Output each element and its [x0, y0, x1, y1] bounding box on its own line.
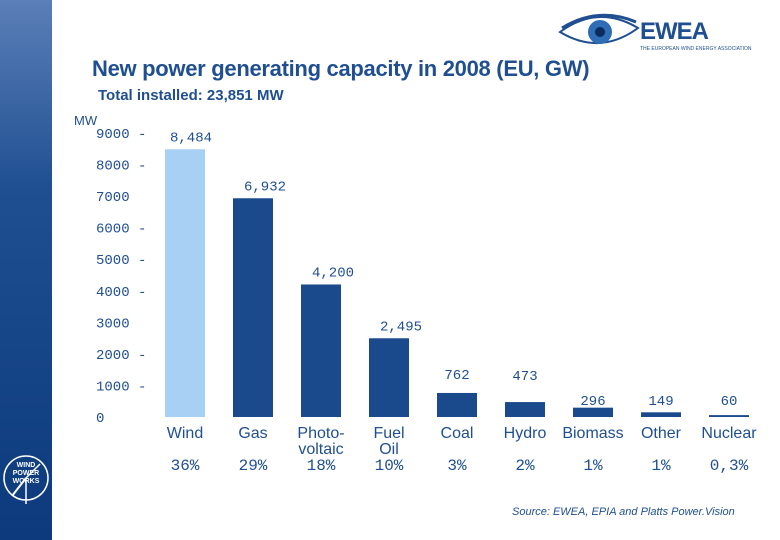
- chart-subtitle: Total installed: 23,851 MW: [98, 87, 284, 104]
- bar-fueloil: [369, 338, 409, 417]
- bar-value-label: 8,484: [170, 130, 212, 146]
- ewea-logo-subtitle: THE EUROPEAN WIND ENERGY ASSOCIATION: [640, 46, 752, 52]
- eye-logo-icon: [558, 13, 640, 44]
- ewea-brand: EWEA THE EUROPEAN WIND ENERGY ASSOCIATIO…: [556, 6, 780, 66]
- y-tick-label: 3000: [96, 316, 130, 332]
- bar-value-label: 296: [580, 394, 605, 410]
- share-label: 10%: [375, 457, 404, 475]
- category-label: Oil: [379, 441, 399, 458]
- y-tick-label: 1000 -: [96, 379, 146, 395]
- bar-value-label: 60: [721, 394, 738, 410]
- logo-line-power: POWER: [12, 470, 40, 477]
- bar-value-label: 762: [444, 368, 469, 384]
- wind-power-works-logo-icon: [3, 455, 49, 504]
- share-label: 1%: [651, 457, 671, 475]
- category-label: Photo-: [297, 425, 344, 442]
- bar-gas: [233, 198, 273, 417]
- y-axis-label: MW: [74, 113, 98, 128]
- bar-value-label: 2,495: [380, 319, 422, 335]
- y-tick-label: 4000 -: [96, 285, 146, 301]
- source-note: Source: EWEA, EPIA and Platts Power.Visi…: [512, 506, 735, 518]
- bar-hydro: [505, 402, 545, 417]
- category-label: Nuclear: [701, 425, 757, 442]
- share-label: 0,3%: [710, 457, 749, 475]
- bar-photovoltaic: [301, 284, 341, 417]
- share-label: 3%: [447, 457, 467, 475]
- bar-value-label: 6,932: [244, 179, 286, 195]
- logo-line-works: WORKS: [12, 478, 40, 485]
- share-label: 18%: [307, 457, 336, 475]
- chart-title: New power generating capacity in 2008 (E…: [92, 56, 590, 81]
- logo-line-wind: WIND: [16, 462, 36, 469]
- bar-coal: [437, 392, 477, 417]
- category-label: Wind: [167, 425, 203, 442]
- y-tick-label: 9000 -: [96, 127, 146, 143]
- category-label: Biomass: [562, 425, 623, 442]
- bar-biomass: [573, 407, 613, 417]
- sidebar-band: WIND POWER WORKS: [0, 0, 52, 540]
- bar-wind: [165, 149, 205, 418]
- y-tick-label: 2000 -: [96, 348, 146, 364]
- bar-other: [641, 412, 681, 417]
- category-label: voltaic: [298, 441, 343, 458]
- category-label: Gas: [238, 425, 267, 442]
- y-tick-label: 7000: [96, 190, 130, 206]
- ewea-logo-text: EWEA: [640, 18, 709, 45]
- share-label: 36%: [171, 457, 200, 475]
- share-label: 2%: [515, 457, 535, 475]
- share-label: 1%: [583, 457, 603, 475]
- bar-nuclear: [709, 415, 749, 417]
- bar-value-label: 4,200: [312, 265, 354, 281]
- y-tick-label: 0: [96, 411, 104, 427]
- y-tick-label: 6000 -: [96, 222, 146, 238]
- category-label: Hydro: [504, 425, 547, 442]
- share-label: 29%: [239, 457, 268, 475]
- category-label: Fuel: [373, 425, 404, 442]
- y-tick-label: 8000 -: [96, 159, 146, 175]
- category-label: Coal: [441, 425, 474, 442]
- bar-value-label: 149: [648, 394, 673, 410]
- category-label: Other: [641, 425, 682, 442]
- y-tick-label: 5000 -: [96, 253, 146, 269]
- bar-value-label: 473: [512, 369, 537, 385]
